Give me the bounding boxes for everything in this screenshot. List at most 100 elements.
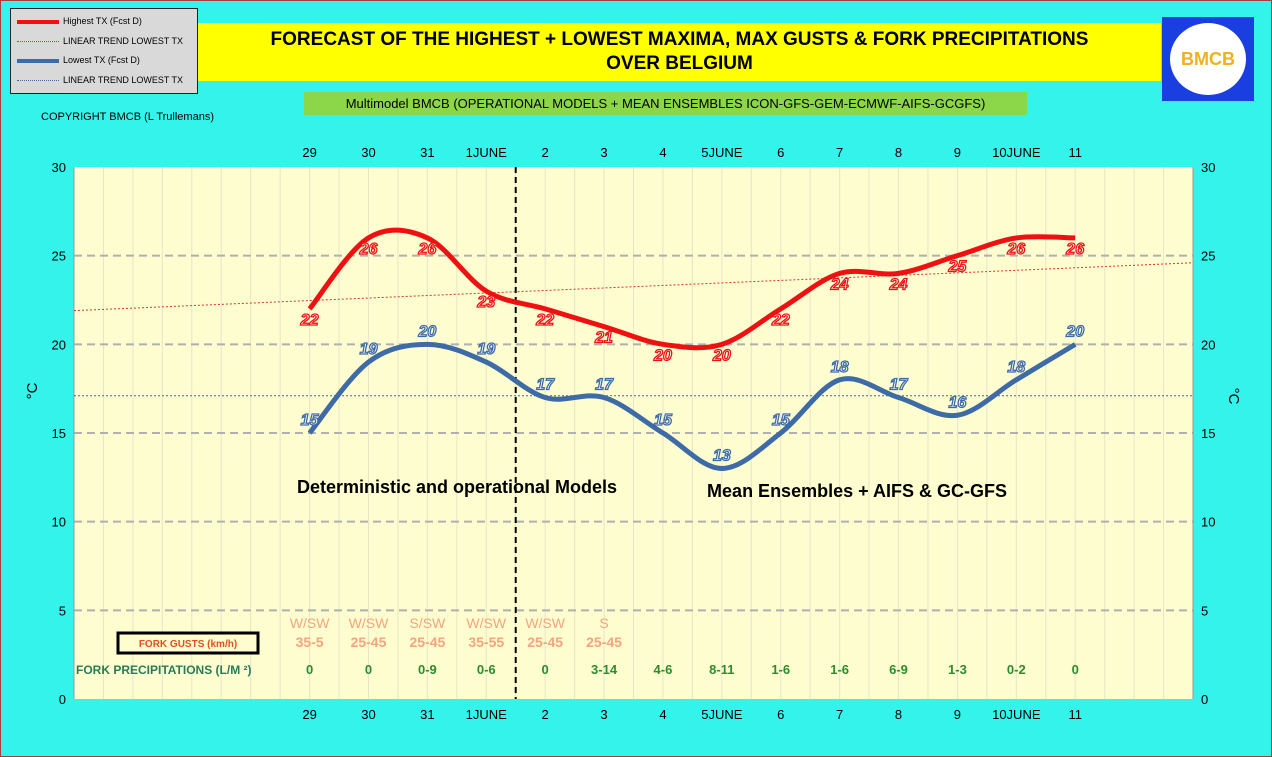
x-tick-bottom: 30: [361, 707, 375, 722]
precip-value: 4-6: [654, 662, 673, 677]
highest-tx-data-label: 20: [712, 347, 731, 364]
legend-swatch-high-trend: [17, 41, 59, 42]
gusts-label-box: [116, 631, 260, 655]
legend-label-high-trend: LINEAR TREND LOWEST TX: [63, 36, 184, 46]
x-tick-top: 2: [542, 145, 549, 160]
precip-value: 3-14: [591, 662, 618, 677]
gust-direction: W/SW: [466, 615, 506, 631]
highest-tx-data-label: 26: [1006, 241, 1025, 258]
x-tick-bottom: 6: [777, 707, 784, 722]
x-tick-bottom: 1JUNE: [466, 707, 508, 722]
legend-label-low-trend: LINEAR TREND LOWEST TX: [63, 75, 184, 85]
highest-tx-data-label: 24: [830, 276, 849, 293]
legend-swatch-low: [17, 59, 59, 63]
lowest-tx-data-label: 13: [713, 447, 731, 464]
precip-value: 8-11: [709, 662, 734, 677]
gust-direction: S: [599, 615, 608, 631]
x-tick-top: 9: [954, 145, 961, 160]
legend: Highest TX (Fcst D) LINEAR TREND LOWEST …: [10, 8, 198, 94]
high-trend-line: [73, 262, 1194, 312]
lowest-tx-data-label: 19: [477, 341, 495, 358]
subtitle: Multimodel BMCB (OPERATIONAL MODELS + ME…: [304, 92, 1027, 115]
precip-value: 0-9: [418, 662, 437, 677]
x-tick-bottom: 29: [302, 707, 316, 722]
lowest-tx-line: [307, 341, 1077, 471]
y-axis-label-left: °C: [24, 382, 41, 399]
precip-value: 0: [306, 662, 313, 677]
lowest-tx-data-label: 18: [1007, 359, 1025, 376]
y-tick-left: 5: [59, 603, 66, 618]
highest-tx-data-label: 21: [594, 330, 613, 347]
x-tick-bottom: 2: [542, 707, 549, 722]
x-tick-bottom: 10JUNE: [992, 707, 1041, 722]
lowest-tx-data-label: 20: [1065, 323, 1084, 340]
x-tick-top: 1JUNE: [466, 145, 508, 160]
y-tick-left: 20: [52, 337, 66, 352]
precip-label: FORK PRECIPITATIONS (L/M ²): [76, 663, 252, 677]
chart-title: FORECAST OF THE HIGHEST + LOWEST MAXIMA,…: [198, 23, 1161, 81]
gust-direction: W/SW: [290, 615, 330, 631]
y-tick-left: 0: [59, 692, 66, 707]
highest-tx-line: [307, 227, 1076, 351]
x-tick-bottom: 7: [836, 707, 843, 722]
lowest-tx-data-label: 17: [595, 377, 614, 394]
lowest-tx-data-label: 16: [949, 394, 967, 411]
gusts-label: FORK GUSTS (km/h): [139, 639, 237, 650]
annotation-ensembles: Mean Ensembles + AIFS & GC-GFS: [707, 481, 1007, 501]
title-line-1: FORECAST OF THE HIGHEST + LOWEST MAXIMA,…: [270, 29, 1089, 50]
highest-tx-data-label: 22: [771, 312, 790, 329]
precip-value: 1-6: [771, 662, 790, 677]
title-line-2: OVER BELGIUM: [606, 53, 753, 74]
y-tick-left: 15: [52, 426, 66, 441]
gust-speed: 25-45: [409, 634, 445, 650]
x-tick-bottom: 5JUNE: [701, 707, 743, 722]
x-tick-top: 11: [1068, 145, 1082, 160]
gust-speed: 25-45: [351, 634, 387, 650]
gust-direction: S/SW: [409, 615, 446, 631]
y-tick-right: 15: [1201, 426, 1215, 441]
y-tick-left: 30: [52, 160, 66, 175]
gust-speed: 35-5: [296, 634, 324, 650]
y-tick-right: 5: [1201, 603, 1208, 618]
precip-value: 0: [365, 662, 372, 677]
x-tick-bottom: 9: [954, 707, 961, 722]
y-axis-label-right: °C: [1225, 388, 1242, 405]
x-tick-top: 10JUNE: [992, 145, 1041, 160]
logo-text: BMCB: [1170, 23, 1246, 95]
x-tick-bottom: 31: [420, 707, 434, 722]
highest-tx-data-label: 22: [300, 312, 319, 329]
highest-tx-data-label: 25: [948, 259, 968, 276]
y-tick-left: 25: [52, 249, 66, 264]
lowest-tx-data-label: 15: [772, 412, 791, 429]
x-tick-bottom: 8: [895, 707, 902, 722]
gust-direction: W/SW: [349, 615, 389, 631]
y-tick-right: 20: [1201, 337, 1215, 352]
x-tick-top: 31: [420, 145, 434, 160]
x-tick-top: 4: [659, 145, 666, 160]
lowest-tx-data-label: 15: [654, 412, 673, 429]
x-tick-top: 6: [777, 145, 784, 160]
highest-tx-data-label: 24: [889, 276, 908, 293]
precip-value: 6-9: [889, 662, 908, 677]
x-tick-top: 3: [600, 145, 607, 160]
copyright: COPYRIGHT BMCB (L Trullemans): [41, 111, 214, 123]
precip-value: 1-6: [830, 662, 849, 677]
highest-tx-data-label: 26: [359, 241, 378, 258]
x-tick-top: 8: [895, 145, 902, 160]
x-tick-top: 7: [836, 145, 843, 160]
legend-label-high: Highest TX (Fcst D): [63, 16, 142, 26]
gust-direction: W/SW: [525, 615, 565, 631]
lowest-tx-data-label: 18: [831, 359, 849, 376]
y-tick-right: 10: [1201, 515, 1215, 530]
gust-speed: 35-55: [468, 634, 504, 650]
legend-swatch-high: [17, 20, 59, 24]
highest-tx-data-label: 22: [535, 312, 554, 329]
highest-tx-data-label: 20: [653, 347, 672, 364]
y-tick-right: 25: [1201, 249, 1215, 264]
gust-speed: 25-45: [527, 634, 563, 650]
x-tick-top: 30: [361, 145, 375, 160]
highest-tx-data-label: 23: [476, 294, 495, 311]
x-tick-bottom: 4: [659, 707, 666, 722]
